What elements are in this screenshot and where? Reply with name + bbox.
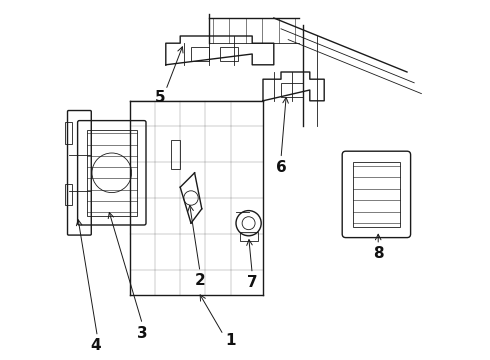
Text: 5: 5 (155, 90, 166, 105)
Text: 3: 3 (137, 325, 147, 341)
Text: 1: 1 (225, 333, 236, 348)
Text: 7: 7 (247, 275, 258, 290)
Bar (240, 232, 258, 241)
Bar (281, 83, 303, 97)
Text: 8: 8 (373, 246, 384, 261)
Bar (220, 47, 238, 61)
Bar (171, 140, 180, 169)
Bar (191, 47, 209, 61)
Bar (65, 184, 72, 205)
Bar (87, 130, 137, 216)
Text: 2: 2 (195, 273, 205, 288)
Bar (353, 162, 400, 227)
Bar (65, 122, 72, 144)
Text: 4: 4 (90, 338, 101, 353)
Text: 6: 6 (275, 160, 286, 175)
